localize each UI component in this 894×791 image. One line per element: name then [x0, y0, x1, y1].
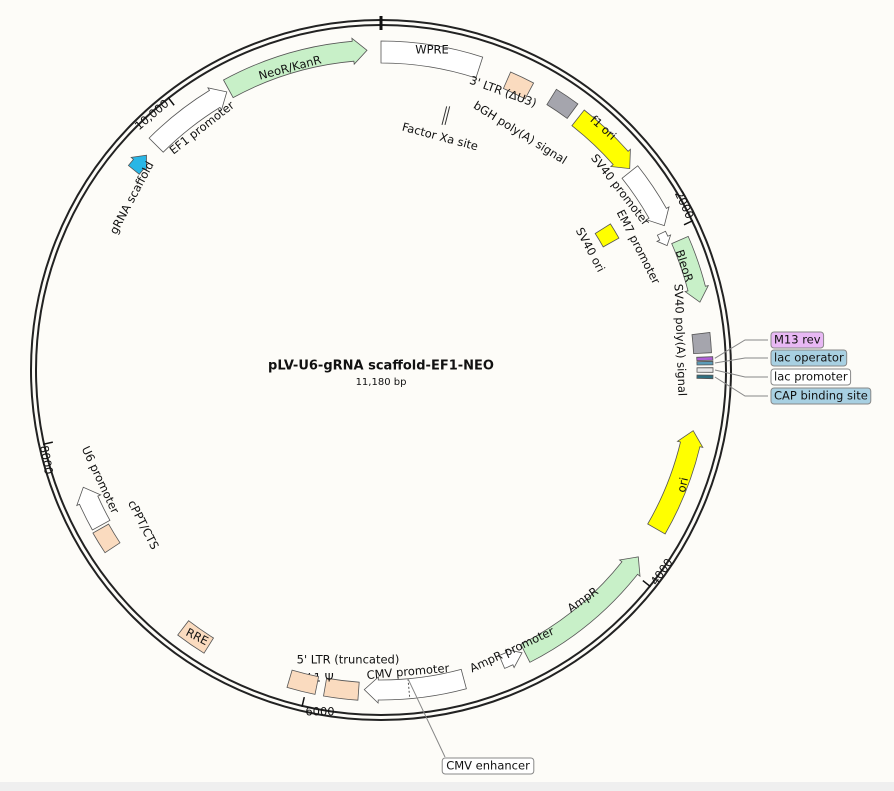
feature-label: CMV enhancer: [446, 759, 530, 773]
feature-label: M13 rev: [774, 333, 821, 347]
feature-label: CAP binding site: [774, 389, 868, 403]
feature: [127, 154, 147, 175]
feature: [691, 332, 712, 355]
feature: [222, 37, 368, 99]
plasmid-length: 11,180 bp: [356, 377, 407, 388]
tick-label: 6000: [305, 705, 334, 719]
feature: [647, 430, 704, 535]
feature: [696, 367, 714, 373]
leader-line: [407, 678, 446, 758]
label-box: [770, 349, 848, 367]
feature: [92, 523, 121, 554]
feature: [696, 374, 714, 380]
feature: [696, 360, 714, 366]
feature: [323, 677, 360, 701]
feature: [671, 235, 710, 303]
leader-line: [714, 369, 768, 378]
site-mark: [444, 106, 451, 125]
feature: [177, 620, 215, 654]
label-box: [441, 757, 535, 775]
feature: [621, 165, 670, 227]
tick-mark: [301, 696, 306, 708]
tick-mark: [42, 441, 53, 446]
leader-line: [714, 339, 768, 359]
label-box: [770, 368, 852, 386]
feature: [520, 556, 641, 663]
feature: [656, 230, 672, 247]
feature: [148, 87, 228, 153]
feature-label: 5' LTR (truncated): [297, 653, 400, 667]
feature-label: ori: [674, 476, 691, 494]
feature: [696, 356, 714, 362]
label-box: [770, 331, 825, 349]
feature: [571, 109, 631, 170]
tick-mark: [642, 579, 652, 588]
footer-strip: [0, 782, 894, 791]
feature-label: WPRE: [415, 43, 449, 57]
leader-line: [714, 376, 768, 397]
tick-label: 8000: [37, 444, 56, 475]
label-box: [770, 387, 872, 405]
feature: [76, 486, 111, 531]
tick-mark: [167, 96, 175, 106]
tick-mark: [683, 219, 694, 226]
feature: [380, 40, 484, 79]
feature: [363, 668, 467, 704]
feature-divider: [407, 678, 411, 699]
feature: [502, 71, 535, 100]
feature: [594, 223, 620, 248]
feature: [546, 88, 579, 119]
leader-line: [714, 357, 768, 364]
feature: [498, 648, 523, 669]
feature-label: SV40 poly(A) signal: [672, 284, 690, 397]
feature: [286, 669, 320, 695]
feature-label: lac operator: [774, 351, 844, 365]
site-mark: [441, 106, 448, 125]
plasmid-title: pLV-U6-gRNA scaffold-EF1-NEO: [268, 359, 494, 374]
feature-label: lac promoter: [774, 370, 848, 384]
